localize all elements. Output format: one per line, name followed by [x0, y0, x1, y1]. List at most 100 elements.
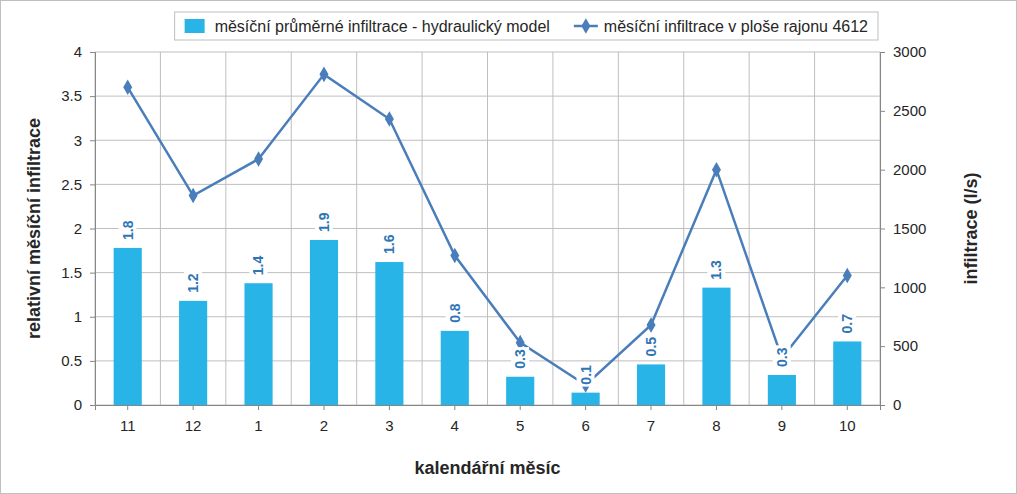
- y-axis-tick-label: 0.5: [61, 352, 82, 369]
- x-axis-tick-mark: [651, 405, 652, 410]
- marker: [647, 317, 656, 333]
- marker: [385, 111, 394, 127]
- y-axis-tick-label: 2.5: [61, 176, 82, 193]
- chart-border: [1, 1, 1017, 494]
- y-axis-tick-mark: [90, 317, 95, 318]
- y2-axis-tick-label: 2000: [893, 161, 926, 178]
- y-axis-tick-mark: [90, 405, 95, 406]
- bar: [179, 301, 207, 405]
- y2-axis-tick-mark: [880, 52, 885, 53]
- data-labels: 1.81.21.41.91.60.80.30.10.51.30.30.7: [119, 210, 857, 386]
- x-axis-tick-label: 4: [451, 417, 459, 434]
- y-axis-tick-mark: [90, 229, 95, 230]
- data-label-bg: [511, 347, 529, 371]
- x-axis-line: [96, 406, 881, 411]
- x-axis-tick-mark: [258, 405, 259, 410]
- x-axis-tick-mark: [781, 405, 782, 410]
- x-axis-tick-label: 6: [581, 417, 589, 434]
- x-axis-tick: 1: [254, 405, 262, 434]
- marker: [123, 80, 132, 96]
- y-axis-tick: 4: [74, 43, 95, 60]
- bar: [310, 240, 338, 405]
- data-label: 1.8: [120, 220, 136, 240]
- bar: [637, 364, 665, 405]
- x-axis-tick-label: 1: [254, 417, 262, 434]
- bar: [114, 248, 142, 405]
- legend-label: měsíční průměrné infiltrace - hydraulick…: [215, 18, 550, 35]
- grid-separator: [225, 52, 226, 405]
- y2-axis-tick-mark: [880, 229, 885, 230]
- y2-axis-tick-mark: [880, 287, 885, 288]
- y-axis-tick-label: 2: [74, 220, 82, 237]
- marker: [189, 188, 198, 204]
- x-axis-tick-mark: [847, 405, 848, 410]
- x-axis-tick-mark: [520, 405, 521, 410]
- y2-axis-tick-label: 1000: [893, 279, 926, 296]
- marker: [843, 268, 852, 284]
- y-axis-tick-label: 1.5: [61, 264, 82, 281]
- grid-separator: [422, 52, 423, 405]
- data-label-group: 0.7: [838, 312, 856, 336]
- bar: [375, 262, 403, 405]
- legend-marker: [581, 18, 590, 34]
- y2-axis-tick: 500: [880, 337, 918, 354]
- marker: [319, 67, 328, 83]
- legend-item: měsíční průměrné infiltrace - hydraulick…: [185, 18, 550, 35]
- legend-swatch: [185, 19, 205, 33]
- x-axis-tick-label: 7: [647, 417, 655, 434]
- grid-separator: [291, 52, 292, 405]
- y2-axis-tick: 0: [880, 396, 901, 413]
- y2-axis-tick-mark: [880, 346, 885, 347]
- data-label-group: 1.4: [249, 254, 267, 278]
- x-axis-tick-label: 11: [120, 417, 136, 434]
- data-label-bg: [707, 258, 725, 282]
- y-axis-tick-label: 1: [74, 308, 82, 325]
- y2-axis-tick: 3000: [880, 43, 926, 60]
- y-axis-tick-label: 3: [74, 132, 82, 149]
- y2-axis-tick: 1000: [880, 279, 926, 296]
- x-axis-tick: 5: [516, 405, 524, 434]
- grid-separator: [356, 52, 357, 405]
- data-label-bg: [642, 335, 660, 359]
- grid-separator: [160, 52, 161, 405]
- y-axis-tick: 3.5: [61, 87, 95, 104]
- grid-separator: [552, 52, 553, 405]
- x-axis-tick: 3: [385, 405, 393, 434]
- grid-separator: [749, 52, 750, 405]
- y2-axis-line: [881, 53, 886, 406]
- grid-separator: [487, 52, 488, 405]
- data-label-group: 0.1: [577, 363, 595, 387]
- data-label-bg: [380, 232, 398, 256]
- data-label-group: 1.6: [380, 232, 398, 256]
- x-axis-title: kalendářní měsíc: [414, 458, 560, 478]
- data-label: 0.1: [578, 365, 594, 385]
- x-axis-tick-mark: [193, 405, 194, 410]
- legend-item: měsíční infiltrace v ploše rajonu 4612: [574, 18, 868, 35]
- bar: [441, 331, 469, 405]
- y-axis-title: relativní měsíční infiltrace: [24, 118, 44, 339]
- data-label-bg: [119, 218, 137, 242]
- y-axis-tick: 1.5: [61, 264, 95, 281]
- y-axis-tick-mark: [90, 273, 95, 274]
- y2-axis-tick: 2000: [880, 161, 926, 178]
- bar: [244, 283, 272, 405]
- y-axis-tick-label: 0: [74, 396, 82, 413]
- data-label: 1.6: [381, 234, 397, 254]
- x-axis-tick: 10: [839, 405, 856, 434]
- grid-separator: [618, 52, 619, 405]
- y-axis-tick-mark: [90, 96, 95, 97]
- data-label: 0.3: [774, 347, 790, 367]
- grid-separator: [814, 52, 815, 405]
- data-label: 0.3: [512, 349, 528, 369]
- x-axis-tick-mark: [389, 405, 390, 410]
- data-label-group: 0.5: [642, 335, 660, 359]
- x-axis-tick: 7: [647, 405, 655, 434]
- data-label: 1.4: [250, 256, 266, 276]
- y-axis-tick: 3: [74, 132, 95, 149]
- bar: [506, 377, 534, 405]
- data-label: 1.9: [316, 212, 332, 232]
- data-label: 1.3: [708, 260, 724, 280]
- data-label-bg: [249, 254, 267, 278]
- grid-separator: [683, 52, 684, 405]
- legend-label: měsíční infiltrace v ploše rajonu 4612: [604, 18, 868, 35]
